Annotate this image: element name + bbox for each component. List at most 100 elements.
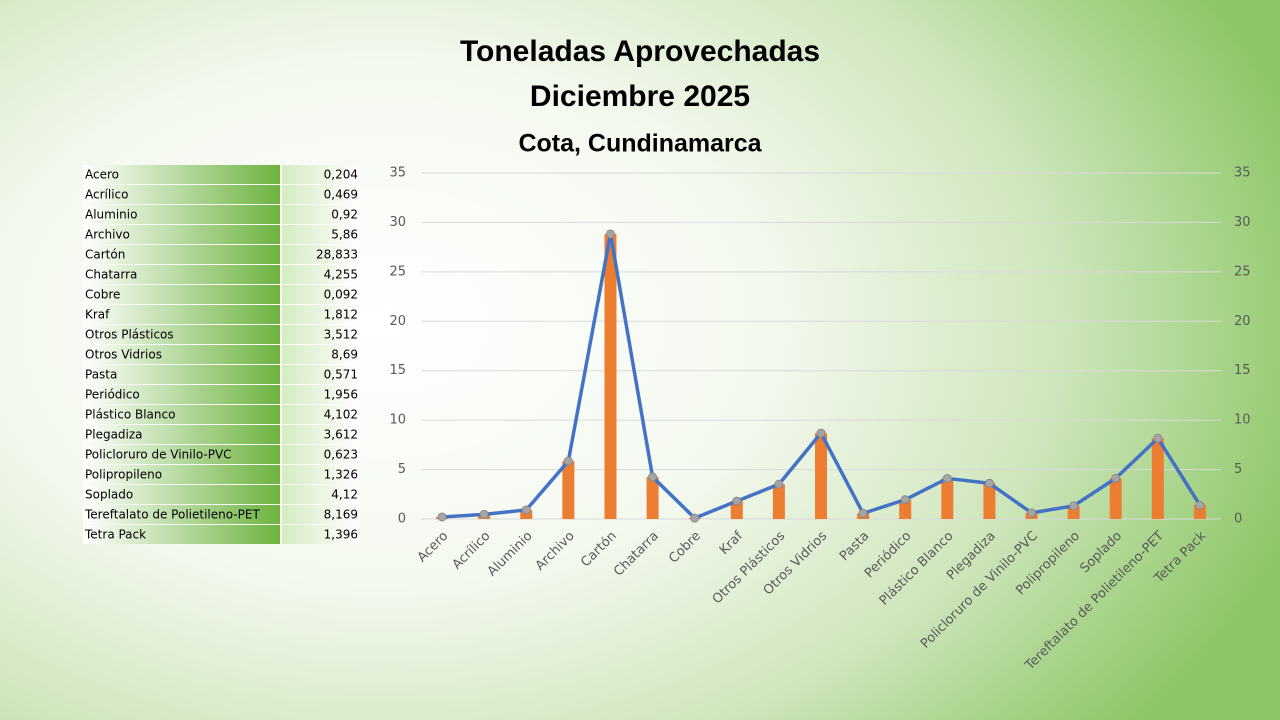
x-tick-label: Otros Plásticos bbox=[710, 529, 789, 608]
y-tick-label: 10 bbox=[389, 413, 406, 428]
table-value: 0,204 bbox=[324, 168, 358, 182]
line-marker bbox=[605, 229, 615, 239]
line-marker bbox=[1069, 501, 1079, 511]
table-value: 8,169 bbox=[324, 508, 358, 522]
table-label: Archivo bbox=[85, 228, 130, 242]
bar bbox=[646, 476, 659, 519]
line-marker bbox=[774, 479, 784, 489]
table-cell bbox=[83, 425, 280, 444]
table-value: 3,612 bbox=[324, 428, 358, 442]
table-cell bbox=[282, 305, 360, 324]
table-cell bbox=[282, 285, 360, 304]
table-cell bbox=[83, 185, 280, 204]
bar bbox=[899, 499, 912, 519]
table-value: 3,512 bbox=[324, 328, 358, 342]
bar bbox=[815, 433, 827, 519]
bar bbox=[1193, 505, 1206, 519]
table-value: 5,86 bbox=[331, 228, 358, 242]
table-value: 0,571 bbox=[324, 368, 358, 382]
table-cell bbox=[83, 505, 280, 524]
table-label: Cobre bbox=[85, 288, 120, 302]
table-cell bbox=[83, 485, 280, 504]
y2-tick-label: 15 bbox=[1234, 363, 1251, 378]
y2-tick-label: 0 bbox=[1234, 512, 1242, 527]
bar bbox=[941, 478, 954, 519]
table-value: 1,396 bbox=[324, 528, 358, 542]
line-marker bbox=[900, 495, 910, 505]
table-cell bbox=[282, 485, 360, 504]
x-tick-label: Cobre bbox=[666, 529, 704, 567]
line-marker bbox=[648, 472, 658, 482]
table-cell bbox=[83, 205, 280, 224]
y2-tick-label: 10 bbox=[1234, 413, 1251, 428]
table-value: 0,623 bbox=[324, 448, 358, 462]
line-marker bbox=[563, 456, 573, 466]
chart-subtitle: Cota, Cundinamarca bbox=[518, 130, 762, 158]
table-cell bbox=[282, 265, 360, 284]
table-cell bbox=[282, 445, 360, 464]
y2-tick-label: 25 bbox=[1234, 264, 1251, 279]
line-marker bbox=[437, 512, 447, 522]
y-tick-label: 0 bbox=[398, 512, 406, 527]
table-cell bbox=[282, 225, 360, 244]
table-cell bbox=[282, 465, 360, 484]
line-marker bbox=[942, 473, 952, 483]
table-label: Tetra Pack bbox=[84, 528, 146, 542]
table-value: 0,92 bbox=[331, 208, 358, 222]
y2-tick-label: 35 bbox=[1234, 166, 1251, 181]
line-marker bbox=[816, 428, 826, 438]
bar bbox=[562, 461, 575, 519]
table-label: Cartón bbox=[85, 248, 125, 262]
y-tick-label: 25 bbox=[389, 264, 406, 279]
table-cell bbox=[282, 525, 360, 544]
line-marker bbox=[1153, 433, 1163, 443]
table-label: Chatarra bbox=[85, 268, 137, 282]
table-value: 8,69 bbox=[331, 348, 358, 362]
table-cell bbox=[83, 305, 280, 324]
bar bbox=[772, 484, 785, 519]
bar bbox=[520, 509, 533, 519]
y-tick-label: 35 bbox=[389, 166, 406, 181]
bar bbox=[983, 483, 996, 519]
table-cell bbox=[282, 325, 360, 344]
table-cell bbox=[282, 385, 360, 404]
table-label: Plegadiza bbox=[85, 428, 143, 442]
bar bbox=[604, 233, 617, 519]
line-marker bbox=[1111, 473, 1121, 483]
line-marker bbox=[732, 496, 742, 506]
table-cell bbox=[282, 345, 360, 364]
chart-title: Diciembre 2025 bbox=[530, 80, 750, 113]
x-tick-label: Acero bbox=[415, 529, 452, 566]
x-tick-label: Aluminio bbox=[485, 529, 536, 580]
table-label: Acero bbox=[85, 168, 119, 182]
x-tick-label: Cartón bbox=[578, 529, 619, 570]
table-label: Otros Vidrios bbox=[85, 348, 162, 362]
x-tick-label: Archivo bbox=[533, 529, 578, 574]
table-value: 0,469 bbox=[324, 188, 358, 202]
line-marker bbox=[1195, 500, 1205, 510]
table-cell bbox=[282, 185, 360, 204]
table-cell bbox=[83, 465, 280, 484]
y2-tick-label: 30 bbox=[1234, 215, 1251, 230]
table-cell bbox=[83, 385, 280, 404]
y-tick-label: 15 bbox=[389, 363, 406, 378]
table-cell bbox=[282, 205, 360, 224]
y-tick-label: 5 bbox=[398, 462, 406, 477]
table-label: Plástico Blanco bbox=[85, 408, 175, 422]
chart-title: Toneladas Aprovechadas bbox=[460, 35, 820, 68]
table-cell bbox=[83, 325, 280, 344]
table-value: 4,102 bbox=[324, 408, 358, 422]
table-cell bbox=[282, 165, 360, 184]
x-tick-label: Kraf bbox=[717, 528, 747, 558]
table-value: 28,833 bbox=[316, 248, 358, 262]
line-marker bbox=[479, 509, 489, 519]
table-cell bbox=[83, 405, 280, 424]
table-cell bbox=[83, 165, 280, 184]
table-cell bbox=[83, 265, 280, 284]
table-cell bbox=[83, 365, 280, 384]
table-cell bbox=[282, 425, 360, 444]
table-cell bbox=[83, 225, 280, 244]
table-value: 1,812 bbox=[324, 308, 358, 322]
table-label: Soplado bbox=[85, 488, 133, 502]
table-cell bbox=[83, 285, 280, 304]
